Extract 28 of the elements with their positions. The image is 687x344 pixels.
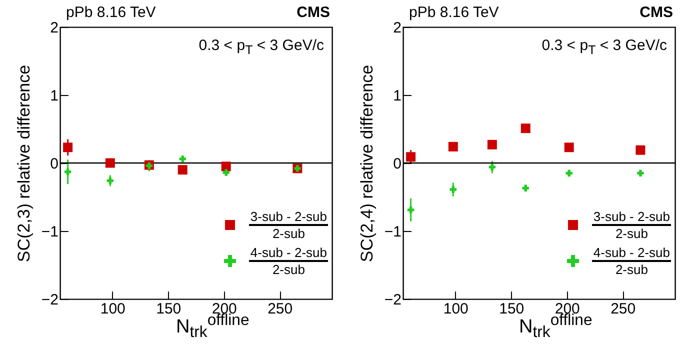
y-tick-label: −2 <box>41 292 58 308</box>
y-tick-label: −2 <box>384 292 402 308</box>
x-tick-label: 100 <box>443 300 468 318</box>
y-tick-label: 1 <box>50 88 58 104</box>
text: CMS <box>296 4 330 21</box>
chart-title: pPb 8.16 TeV <box>66 4 156 21</box>
y-tick-label: −1 <box>41 224 58 240</box>
annotation: 0.3 < p$_{T}$ < 3 GeV/c <box>198 37 324 57</box>
y-tick-label: 0 <box>393 156 402 172</box>
y-axis-title: SC(2,3) relative difference <box>14 64 34 262</box>
legend-label: 3-sub - 2-sub 2-sub <box>249 209 328 241</box>
legend-label: 3-sub - 2-sub 2-sub <box>592 209 671 241</box>
legend-label: 4-sub - 2-sub 2-sub <box>592 245 671 277</box>
x-tick-label: 150 <box>156 300 182 318</box>
y-tick-label: 0 <box>50 156 58 172</box>
annotation: 0.3 < p$_{T}$ < 3 GeV/c <box>542 37 667 57</box>
x-tick-label: 150 <box>499 300 524 318</box>
y-tick-label: 2 <box>50 20 58 36</box>
legend-label: 4-sub - 2-sub 2-sub <box>249 245 328 277</box>
x-tick-label: 250 <box>268 300 293 318</box>
text: CMS <box>640 4 673 21</box>
y-tick-label: 1 <box>393 88 402 104</box>
y-tick-label: −1 <box>384 224 402 240</box>
chart-title: pPb 8.16 TeV <box>409 4 499 21</box>
x-tick-label: 100 <box>100 300 126 318</box>
y-axis-title: SC(2,4) relative difference <box>357 64 376 262</box>
y-tick-label: 2 <box>393 20 402 36</box>
x-tick-label: 250 <box>610 300 636 318</box>
